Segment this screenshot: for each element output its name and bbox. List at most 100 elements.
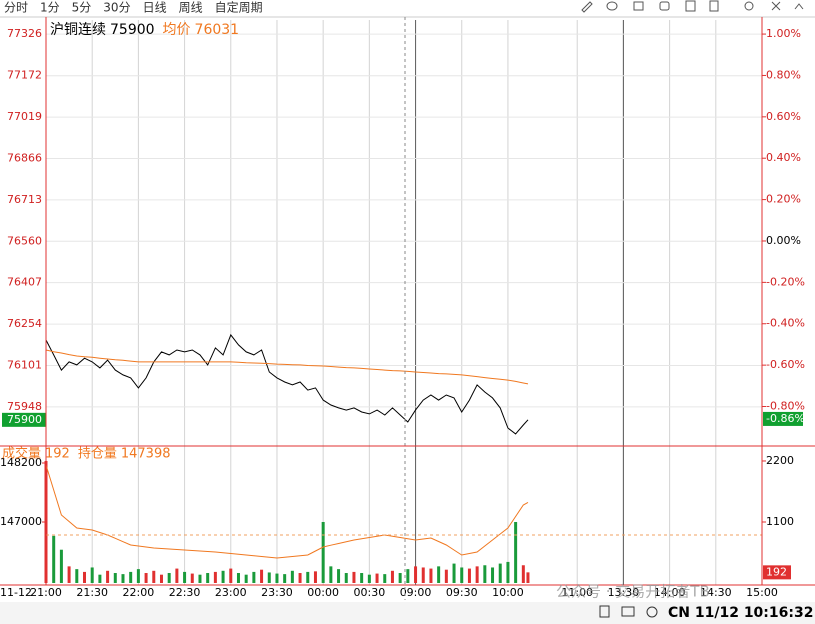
date-label: 11-12 [0,586,32,599]
volume-bar [367,574,371,583]
volume-bar [344,573,348,583]
last-volume-label: 192 [766,565,787,578]
last-price-box [2,412,46,427]
legend-value: 147398 [121,447,171,462]
volume-bar [221,570,225,583]
volume-bar [136,569,140,583]
y2-tick-label: 2200 [766,454,794,467]
x-tick-label: 21:00 [30,586,62,599]
volume-bar [306,571,310,583]
y-tick-label: 148200 [0,456,42,469]
volume-bar [183,571,187,583]
status-bar [0,602,815,624]
y2-tick-label: 0.80% [766,68,801,81]
volume-bar [437,566,441,583]
y-tick-label: 76713 [7,193,42,206]
chat-icon[interactable] [659,1,670,11]
volume-bar [483,565,487,583]
x-tick-label: 15:00 [746,586,778,599]
volume-bar [67,566,71,583]
volume-bar [98,574,102,583]
legend-value: 192 [45,447,70,462]
x-tick-label: 23:00 [215,586,247,599]
watermark: 公众号 · 交易开拓者TB [556,583,710,601]
volume-bar [321,521,325,583]
period-tab[interactable]: 5分 [72,1,92,15]
volume-bar [75,569,79,583]
volume-bar [106,570,110,583]
status-icon[interactable] [621,606,635,617]
period-tab[interactable]: 30分 [103,1,130,15]
x-tick-label: 09:00 [400,586,432,599]
y2-tick-label: 0.40% [766,151,801,164]
period-tab[interactable]: 分时 [4,1,28,15]
volume-bar [337,569,341,583]
y-tick-label: 76407 [7,276,42,289]
plot-area: 21:00 21:30 22:00 22:30 23:00 23:30 00:00 00:30… [0,20,805,599]
volume-bar [275,573,279,583]
y-tick-label: 77172 [7,69,42,82]
y2-tick-label: 1100 [766,515,794,528]
toolbar-icons [581,0,804,13]
doc-icon[interactable] [685,0,696,12]
eye-icon[interactable] [606,1,618,11]
volume-bar [352,571,356,583]
x-tick-label: 23:30 [261,586,293,599]
volume-bar [190,573,194,583]
copy-icon[interactable] [633,1,644,11]
y2-tick-label: -0.80% [766,400,805,413]
volume-bar [375,573,379,583]
close-icon[interactable] [771,1,781,11]
last-price-label: 75900 [7,413,42,426]
volume-bar [414,566,418,583]
volume-bar [198,574,202,583]
y-tick-label: 77326 [7,27,42,40]
volume-bar [398,573,402,583]
volume-bar [152,570,156,583]
volume-bar [82,571,86,583]
volume-bar [167,573,171,583]
save-icon[interactable] [709,0,719,12]
x-tick-label: 14:00 [654,586,686,599]
legend-name: 均价 [163,22,191,38]
x-tick-label: 22:30 [169,586,201,599]
last-pct-box [763,411,803,426]
volume-bar [159,574,163,583]
volume-bar [244,574,248,583]
x-tick-label: 10:00 [492,586,524,599]
y-tick-label: 147000 [0,515,42,528]
volume-bar [52,535,56,583]
collapse-icon[interactable] [794,3,804,10]
volume-bar [129,571,133,583]
settings-icon[interactable] [744,1,754,11]
period-tab[interactable]: 日线 [143,1,167,15]
draw-icon[interactable] [581,1,593,13]
volume-bar [506,561,510,583]
period-tab[interactable]: 1分 [40,1,60,15]
volume-bar [283,574,287,583]
volume-bar [467,568,471,583]
y-tick-label: 75948 [7,400,42,413]
y2-tick-label: -0.40% [766,317,805,330]
legend-name: 成交量 [2,446,41,462]
volume-bar [236,573,240,583]
volume-bar [175,568,179,583]
volume-bar [206,573,210,583]
period-tab[interactable]: 周线 [179,1,203,15]
legend-name: 持仓量 [78,447,117,462]
last-volume-box [763,565,791,580]
volume-bar [121,574,125,583]
volume-bar [113,573,117,583]
y-tick-label: 76254 [7,317,42,330]
volume-bar [406,569,410,583]
status-icon[interactable] [599,605,610,618]
status-icon[interactable] [646,606,658,618]
volume-bar [252,571,256,583]
volume-bar [526,572,530,583]
period-tab[interactable]: 自定周期 [215,0,263,15]
y2-tick-label: 0.00% [766,234,801,247]
volume-bar [498,563,502,583]
y-tick-label: 76866 [7,152,42,165]
x-tick-label: 00:00 [307,586,339,599]
